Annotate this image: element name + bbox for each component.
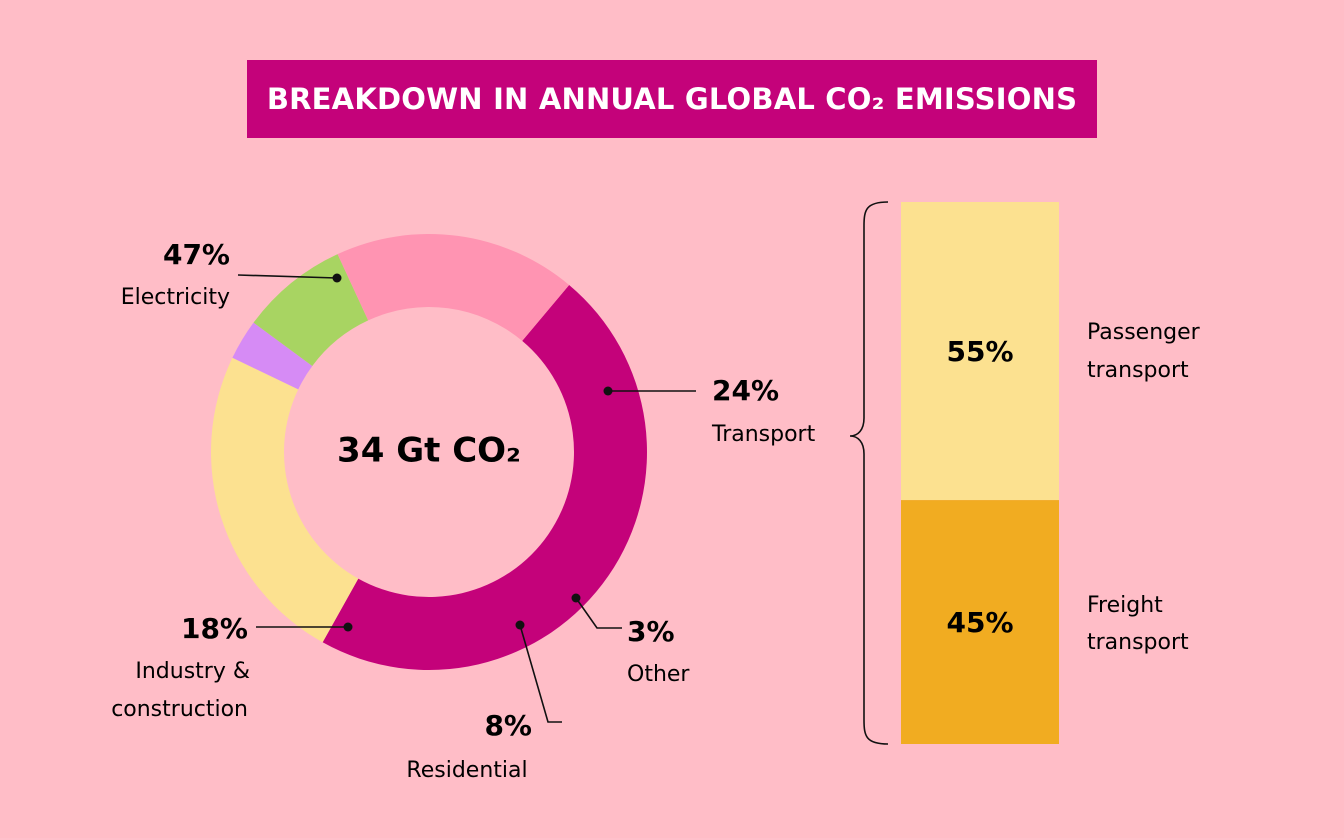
donut-chart (211, 234, 647, 670)
pct-label-electricity: 47% (163, 238, 230, 271)
freight-label-line1: Freight (1087, 593, 1163, 618)
donut-center-label: 34 Gt CO₂ (337, 431, 521, 471)
donut-slice-transport (211, 357, 359, 643)
stack-value-label-passenger: 55% (946, 335, 1013, 368)
leader-line-residential (519, 624, 562, 723)
pct-label-industry: 18% (181, 612, 248, 645)
leader-dot-transport (603, 386, 613, 396)
leader-dot-other (571, 593, 581, 603)
name-label-industry-line2: construction (111, 697, 248, 722)
pct-label-other: 3% (627, 615, 675, 648)
leader-dot-industry (343, 622, 353, 632)
name-label-other: Other (627, 662, 690, 687)
name-label-electricity: Electricity (121, 285, 230, 310)
passenger-label-line1: Passenger (1087, 320, 1201, 345)
transport-breakdown-bar: 55% 45% (901, 202, 1059, 744)
freight-label-line2: transport (1087, 630, 1189, 655)
leader-lines (237, 274, 696, 723)
donut-slice-other (232, 322, 313, 390)
name-label-residential: Residential (406, 758, 527, 783)
brace-connector (849, 201, 889, 745)
stack-segment-freight (901, 500, 1059, 744)
title-banner: BREAKDOWN IN ANNUAL GLOBAL CO₂ EMISSIONS (247, 60, 1097, 138)
donut-slice-industry (337, 234, 570, 341)
passenger-label-line2: transport (1087, 358, 1189, 383)
leader-line-electricity (237, 274, 338, 279)
leader-dot-residential (515, 620, 525, 630)
pct-label-residential: 8% (484, 709, 532, 742)
name-label-transport: Transport (711, 422, 816, 447)
leader-dot-electricity (332, 273, 342, 283)
donut-slice-electricity (322, 285, 647, 670)
stack-value-label-freight: 45% (946, 606, 1013, 639)
donut-slice-residential (253, 254, 369, 366)
name-label-industry-line1: Industry & (135, 659, 250, 684)
chart-title: BREAKDOWN IN ANNUAL GLOBAL CO₂ EMISSIONS (266, 82, 1078, 116)
leader-dots (332, 273, 613, 632)
pct-label-transport: 24% (712, 374, 779, 407)
leader-line-other (575, 597, 622, 629)
stack-segment-passenger (901, 202, 1059, 501)
